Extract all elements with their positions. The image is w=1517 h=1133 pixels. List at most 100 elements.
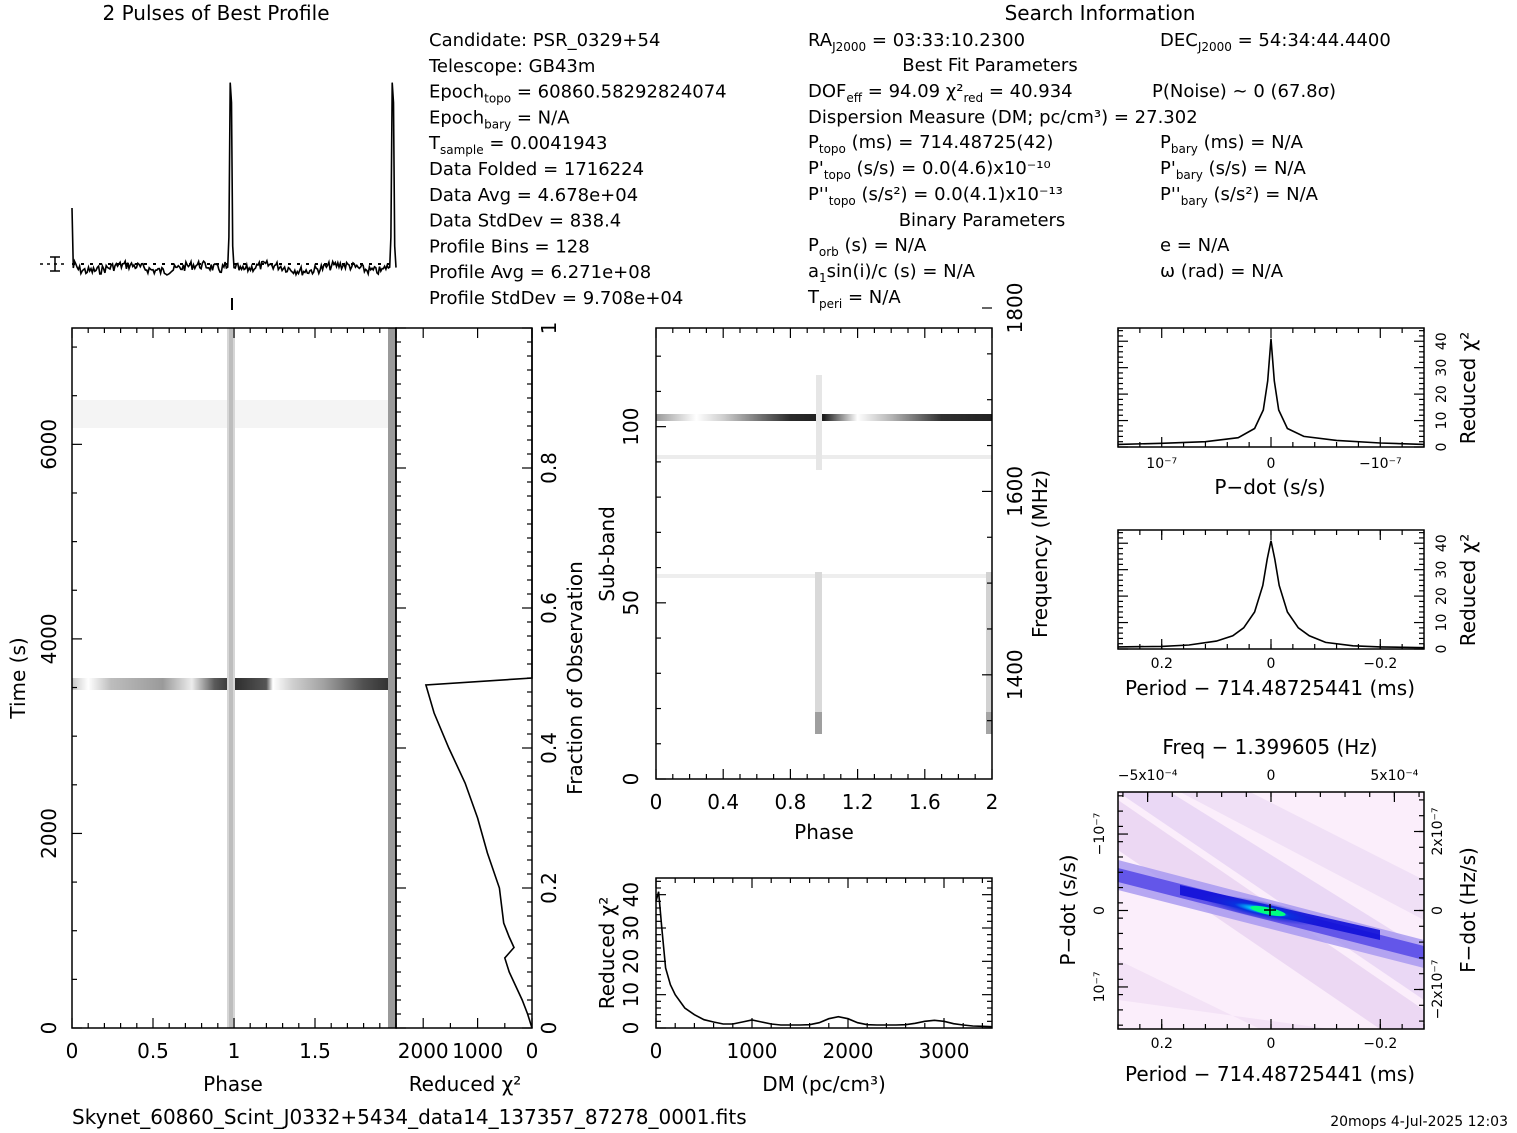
- tick-label: −0.2: [1363, 656, 1397, 672]
- info-row: Candidate: PSR_0329+54: [429, 30, 660, 51]
- p-pdot-plane: Freq − 1.399605 (Hz) 0.2 0 −0.2 −5x10⁻⁴ 0 5x1…: [1056, 735, 1480, 1086]
- chi-vs-time-curve: [424, 328, 533, 1029]
- tick-label: −10⁻⁷: [1359, 456, 1402, 472]
- chi-vs-period-plot: 0.2 0 −0.2 0 10 20 30 40 Period − 714.48725441 …: [1117, 529, 1480, 700]
- subband-ylabel: Sub-band: [595, 506, 619, 602]
- tick-label: 2000: [37, 808, 61, 859]
- info-row: Profile Avg = 6.271e+08: [429, 262, 651, 283]
- subband-faint-row-2: [656, 574, 992, 578]
- tick-label: 0: [650, 1039, 663, 1063]
- best-fit-marker-icon: [1264, 904, 1276, 916]
- tick-label: 0.2: [1151, 656, 1173, 672]
- p-pdot-ylabel: P−dot (s/s): [1056, 854, 1080, 965]
- dec-value: DECJ2000 = 54:34:44.4400: [1160, 30, 1391, 54]
- tick-label: 40: [1434, 534, 1450, 552]
- p-topo-value: Ptopo (ms) = 714.48725(42): [808, 132, 1053, 156]
- pddot-bary-value: P''bary (s/s²) = N/A: [1160, 184, 1319, 208]
- tick-label: −5x10⁻⁴: [1118, 768, 1178, 784]
- fraction-of-observation-label: Fraction of Observation: [563, 561, 587, 795]
- info-row: Data Avg = 4.678e+04: [429, 185, 638, 206]
- tick-label: 10: [1434, 614, 1450, 632]
- tick-label: 50: [619, 590, 643, 615]
- chi-vs-period-xlabel: Period − 714.48725441 (ms): [1125, 676, 1415, 700]
- tick-label: 1400: [1003, 649, 1027, 700]
- binary-title: Binary Parameters: [899, 210, 1066, 231]
- tick-label: 2000: [823, 1039, 874, 1063]
- tick-label: 0: [650, 790, 663, 814]
- tick-label: 2000: [398, 1039, 449, 1063]
- info-row: Telescope: GB43m: [428, 56, 595, 77]
- info-left-column: Candidate: PSR_0329+54 Telescope: GB43m Ep…: [428, 30, 727, 309]
- time-phase-xlabel: Phase: [203, 1072, 263, 1096]
- asini-value: a1sin(i)/c (s) = N/A: [808, 261, 976, 285]
- chi-vs-pdot-ticks: 10⁻⁷ 0 −10⁻⁷ 0 10 20 30 40: [1117, 328, 1450, 472]
- tick-label: 0.2: [537, 872, 561, 904]
- p-pdot-heatmap: [1118, 792, 1424, 1029]
- tick-label: 0: [66, 1039, 79, 1063]
- tick-label: 40: [619, 882, 643, 907]
- search-info-title: Search Information: [1005, 1, 1196, 25]
- ecc-value: e = N/A: [1160, 235, 1230, 256]
- subband-background: [656, 328, 992, 779]
- tick-label: 4000: [37, 613, 61, 664]
- chi-vs-time-xlabel: Reduced χ²: [409, 1072, 522, 1096]
- tick-label: 10: [619, 982, 643, 1007]
- pdot-topo-value: P'topo (s/s) = 0.0(4.6)x10⁻¹⁰: [808, 158, 1051, 182]
- tick-label: 10: [1434, 412, 1450, 430]
- tick-label: 0: [1430, 906, 1446, 915]
- chi-vs-dm-plot: 0 1000 2000 3000 0 10 20 30 40 DM (pc/cm³) Reduc…: [595, 877, 993, 1096]
- tick-label: 40: [1434, 332, 1450, 350]
- subband-xlabel: Phase: [794, 820, 854, 844]
- info-row: Tsample = 0.0041943: [428, 133, 608, 157]
- tick-label: 0: [1267, 656, 1276, 672]
- time-phase-ylabel: Time (s): [6, 637, 30, 719]
- tick-label: 3000: [919, 1039, 970, 1063]
- tick-label: 0.6: [537, 592, 561, 624]
- porb-value: Porb (s) = N/A: [808, 235, 927, 259]
- chi-vs-time-frame: [395, 327, 533, 1029]
- tick-label: −0.2: [1363, 1036, 1397, 1052]
- subband-pulse-edge-dark: [986, 712, 992, 734]
- tick-label: 30: [1434, 359, 1450, 377]
- tick-label: 0: [1267, 456, 1276, 472]
- tick-label: 5x10⁻⁴: [1370, 768, 1418, 784]
- tick-label: 1: [537, 322, 561, 335]
- tick-label: 0.2: [1151, 1036, 1173, 1052]
- tick-label: 6000: [37, 419, 61, 470]
- pdot-bary-value: P'bary (s/s) = N/A: [1160, 158, 1306, 182]
- subband-pulse-lower-dark: [815, 712, 822, 734]
- chi-vs-pdot-curve: [1117, 338, 1425, 446]
- info-row: Data StdDev = 838.4: [429, 211, 621, 232]
- frequency-label: Frequency (MHz): [1028, 470, 1052, 638]
- profile-plot: [40, 82, 397, 310]
- footer-filename: Skynet_60860_Scint_J0332+5434_data14_137…: [72, 1105, 747, 1129]
- time-phase-plot: 0 0.5 1 1.5 0 2000 4000 6000 Phase Time (s): [6, 327, 397, 1096]
- time-phase-right-edge: [388, 328, 396, 1028]
- footer-timestamp: 20mops 4-Jul-2025 12:03: [1330, 1114, 1508, 1130]
- dof-chi2-value: DOFeff = 94.09 χ²red = 40.934: [808, 81, 1073, 105]
- p-pdot-ticks: 0.2 0 −0.2 −5x10⁻⁴ 0 5x10⁻⁴ −10⁻⁷ 0 10⁻⁷ 2x10⁻⁷ 0 −…: [1092, 768, 1446, 1052]
- subband-rfi-row: [656, 414, 992, 421]
- tick-label: 20: [619, 949, 643, 974]
- info-row: Epochtopo = 60860.58292824074: [429, 82, 727, 106]
- f-dot-label: F−dot (Hz/s): [1456, 847, 1480, 973]
- tick-label: 10⁻⁷: [1092, 972, 1108, 1003]
- tick-label: 2x10⁻⁷: [1430, 807, 1446, 855]
- tick-label: 0: [1267, 768, 1276, 784]
- info-right-column: RAJ2000 = 03:33:10.2300 DECJ2000 = 54:34:…: [807, 30, 1391, 311]
- subband-ticks: 0 0.4 0.8 1.2 1.6 2 0 50 100 1400 1600 1800: [619, 283, 1027, 814]
- omega-value: ω (rad) = N/A: [1160, 261, 1284, 282]
- tick-label: 0.4: [707, 790, 739, 814]
- info-row: Profile Bins = 128: [429, 236, 590, 257]
- tick-label: 0.8: [537, 452, 561, 484]
- tick-label: 2: [986, 790, 999, 814]
- tick-label: 0: [37, 1022, 61, 1035]
- chi-vs-dm-curve: [655, 891, 993, 1028]
- info-row: Data Folded = 1716224: [429, 159, 644, 180]
- tick-label: 30: [619, 915, 643, 940]
- tick-label: 20: [1434, 385, 1450, 403]
- chi-vs-pdot-plot: 10⁻⁷ 0 −10⁻⁷ 0 10 20 30 40 P−dot (s/s) Reduced …: [1117, 327, 1480, 499]
- chi-vs-time-ticks: 0 0.2 0.4 0.6 0.8 1 2000 1000 0: [395, 322, 561, 1063]
- tick-label: 0: [537, 1022, 561, 1035]
